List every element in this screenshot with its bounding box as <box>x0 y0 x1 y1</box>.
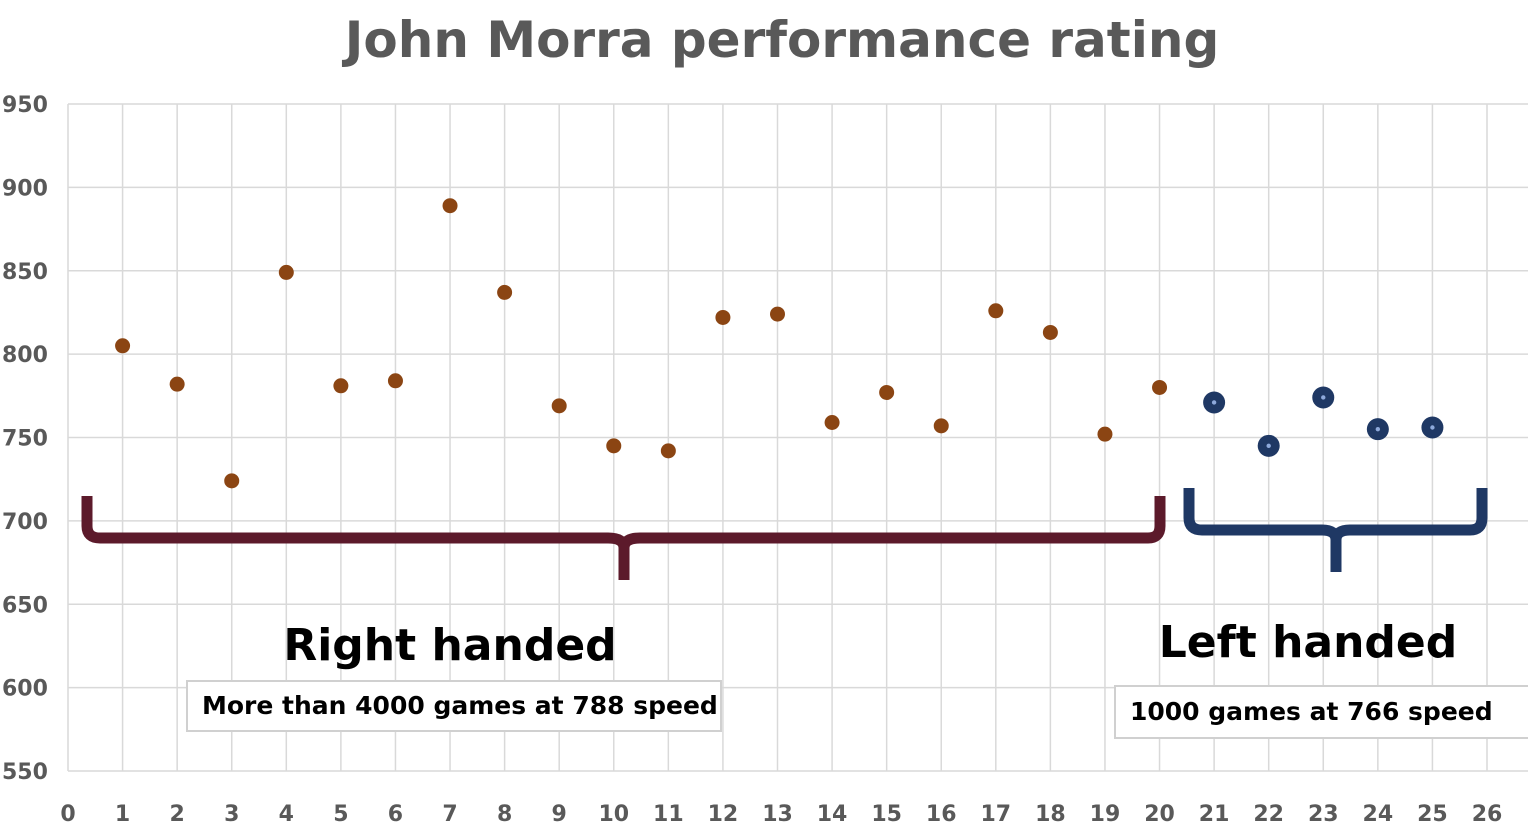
data-point <box>497 284 513 300</box>
data-point-center <box>1375 426 1381 432</box>
y-tick-label: 550 <box>2 760 48 785</box>
data-point <box>1152 379 1168 395</box>
data-point <box>606 438 622 454</box>
grid-lines <box>67 103 1528 772</box>
x-tick-label: 4 <box>279 802 294 827</box>
data-point <box>770 306 785 322</box>
x-tick-label: 16 <box>926 802 957 827</box>
data-point <box>115 338 131 354</box>
x-tick-label: 8 <box>497 802 512 827</box>
x-tick-label: 25 <box>1417 802 1448 827</box>
x-axis-ticks: 0 1 2 3 4 5 6 7 8 9 10 11 12 13 14 15 16 17 18 19 20 21 22 23 24… <box>60 802 1502 827</box>
x-tick-label: 5 <box>333 802 348 827</box>
data-point-center <box>1211 400 1217 405</box>
data-point-center <box>1266 443 1271 449</box>
left-handed-note: 1000 games at 766 speed <box>1114 685 1528 739</box>
x-tick-label: 3 <box>224 802 239 827</box>
y-tick-label: 950 <box>2 93 48 118</box>
data-point <box>387 373 403 389</box>
data-point <box>551 398 567 414</box>
right-handed-note: More than 4000 games at 788 speed <box>186 680 722 732</box>
data-point <box>660 443 676 459</box>
x-tick-label: 9 <box>552 802 567 827</box>
x-tick-label: 14 <box>817 802 848 827</box>
x-tick-label: 6 <box>388 802 403 827</box>
data-point <box>933 418 949 434</box>
x-tick-label: 24 <box>1363 802 1394 827</box>
x-tick-label: 1 <box>115 802 130 827</box>
data-point <box>333 378 349 394</box>
x-tick-label: 23 <box>1308 802 1339 827</box>
y-tick-label: 600 <box>2 677 48 702</box>
x-tick-label: 12 <box>708 802 739 827</box>
x-tick-label: 11 <box>653 802 684 827</box>
left-handed-label: Left handed <box>1159 617 1458 668</box>
x-tick-label: 10 <box>598 802 629 827</box>
x-tick-label: 17 <box>980 802 1011 827</box>
y-tick-label: 650 <box>2 593 48 618</box>
data-point <box>169 376 185 392</box>
data-point-center <box>1430 425 1435 430</box>
x-tick-label: 19 <box>1090 802 1121 827</box>
right-handed-label: Right handed <box>283 620 616 671</box>
y-tick-label: 750 <box>2 427 48 452</box>
data-point <box>442 198 458 214</box>
data-point <box>1042 324 1058 340</box>
x-tick-label: 26 <box>1472 802 1503 827</box>
data-point <box>988 303 1004 319</box>
data-point <box>278 264 294 280</box>
x-tick-label: 13 <box>762 802 793 827</box>
data-point <box>824 414 840 430</box>
y-tick-label: 700 <box>2 510 48 535</box>
data-point <box>224 473 240 489</box>
data-point <box>715 309 731 325</box>
y-tick-label: 900 <box>2 176 48 201</box>
right-handed-brace <box>81 496 1166 580</box>
x-tick-label: 7 <box>442 802 457 827</box>
x-tick-label: 20 <box>1144 802 1175 827</box>
x-tick-label: 2 <box>169 802 184 827</box>
y-axis-ticks: 550 600 650 700 750 800 850 900 950 <box>2 93 48 785</box>
x-tick-label: 18 <box>1035 802 1066 827</box>
data-point <box>879 384 895 400</box>
data-points <box>115 198 1444 489</box>
x-tick-label: 21 <box>1199 802 1230 827</box>
y-tick-label: 800 <box>2 343 48 368</box>
x-tick-label: 15 <box>871 802 902 827</box>
y-tick-label: 850 <box>2 260 48 285</box>
left-handed-brace <box>1183 488 1488 572</box>
x-tick-label: 22 <box>1253 802 1284 827</box>
data-point-center <box>1321 395 1326 400</box>
chart-title: John Morra performance rating <box>342 11 1219 69</box>
data-point <box>1097 426 1113 442</box>
x-tick-label: 0 <box>60 802 75 827</box>
